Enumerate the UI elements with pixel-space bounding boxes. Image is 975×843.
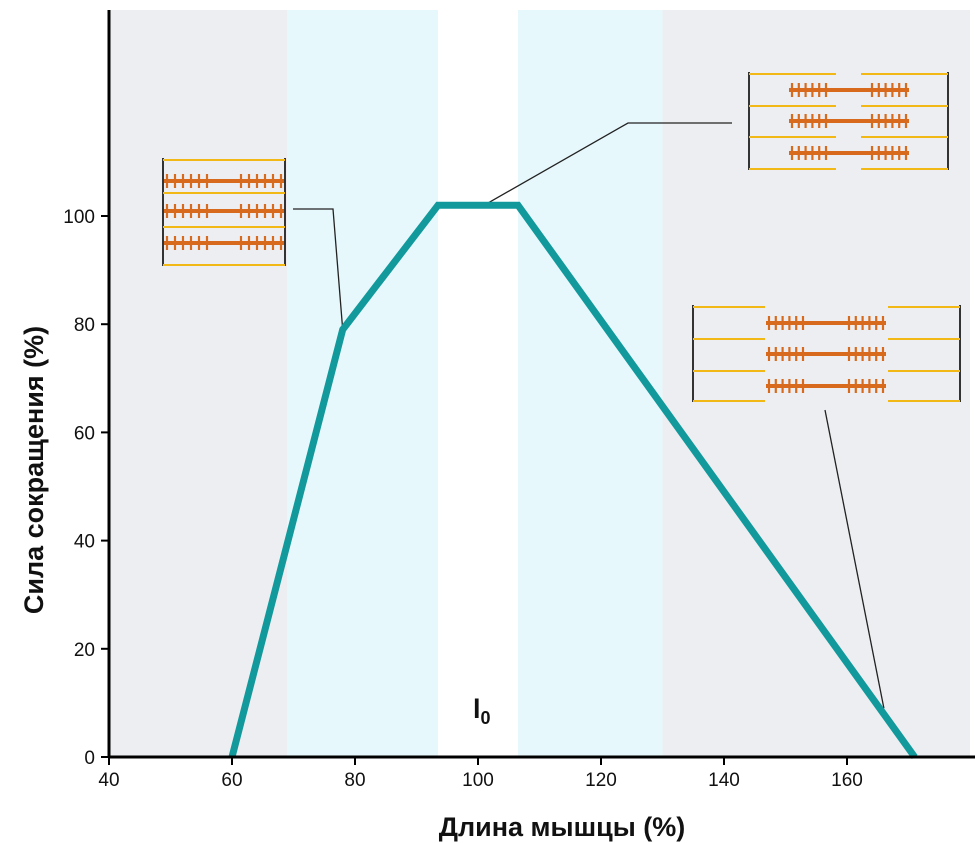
- y-tick-label-60: 60: [74, 423, 95, 444]
- y-axis-title: Сила сокращения (%): [19, 326, 49, 614]
- y-tick-label-100: 100: [63, 207, 95, 228]
- y-tick-label-0: 0: [84, 748, 95, 769]
- axes: [101, 10, 975, 765]
- sarcomere-short: [162, 158, 286, 266]
- x-tick-label-120: 120: [585, 770, 617, 791]
- leader-short: [293, 208, 344, 330]
- y-tick-label-40: 40: [74, 532, 95, 553]
- l0-label: l0: [473, 694, 491, 728]
- x-tick-label-60: 60: [221, 770, 242, 791]
- shaded-band-3: [438, 10, 518, 757]
- leader-optimal: [483, 122, 732, 206]
- series-line-1: [228, 201, 918, 760]
- sarcomere-stretched: [692, 305, 961, 402]
- x-tick-label-140: 140: [708, 770, 740, 791]
- shaded-band-4: [517, 10, 663, 757]
- x-tick-label-100: 100: [462, 770, 494, 791]
- x-tick-label-80: 80: [344, 770, 365, 791]
- sarcomere-optimal: [748, 72, 949, 170]
- shaded-band-5: [662, 10, 970, 757]
- x-axis-title: Длина мышцы (%): [439, 812, 686, 842]
- leader-lines: [293, 122, 885, 709]
- shaded-band-2: [287, 10, 439, 757]
- series-group: [228, 201, 918, 760]
- y-tick-label-80: 80: [74, 315, 95, 336]
- x-tick-label-160: 160: [831, 770, 863, 791]
- sarcomere-insets: [162, 72, 961, 402]
- leader-stretched: [824, 409, 885, 709]
- background-bands: [109, 10, 970, 757]
- shaded-band-1: [109, 10, 288, 757]
- y-tick-label-20: 20: [74, 640, 95, 661]
- x-tick-label-40: 40: [98, 770, 119, 791]
- tick-labels: 40 60 80 100 120 140 160 0 20 40 60 80 100: [63, 207, 863, 791]
